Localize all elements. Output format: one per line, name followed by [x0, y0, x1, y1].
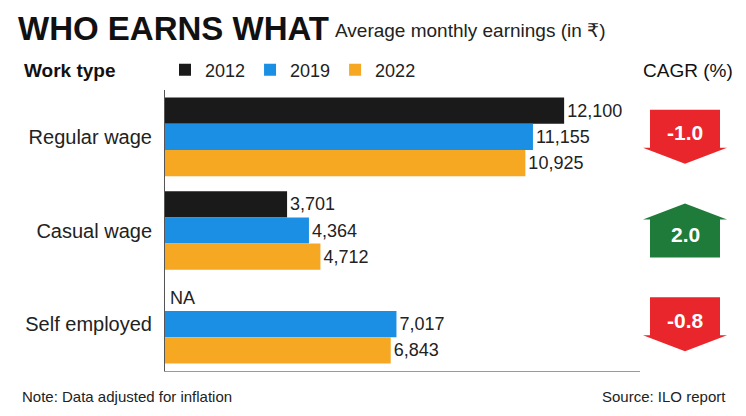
svg-text:Note: Data adjusted for inflat: Note: Data adjusted for inflation: [22, 388, 232, 405]
svg-text:Casual wage: Casual wage: [36, 220, 152, 242]
svg-text:2019: 2019: [290, 61, 330, 81]
svg-text:-0.8: -0.8: [667, 309, 704, 332]
svg-text:Regular wage: Regular wage: [29, 126, 152, 148]
svg-text:4,364: 4,364: [312, 221, 357, 241]
svg-text:11,155: 11,155: [536, 127, 590, 147]
svg-text:NA: NA: [170, 288, 195, 308]
svg-text:CAGR (%): CAGR (%): [643, 60, 733, 81]
svg-text:2012: 2012: [205, 61, 245, 81]
svg-text:12,100: 12,100: [567, 101, 622, 121]
svg-text:3,701: 3,701: [290, 194, 335, 214]
svg-text:7,017: 7,017: [399, 314, 444, 334]
svg-text:Self employed: Self employed: [25, 313, 152, 335]
svg-text:WHO EARNS WHAT: WHO EARNS WHAT: [18, 10, 329, 47]
svg-text:2.0: 2.0: [671, 223, 700, 246]
svg-text:Average monthly earnings (in ₹: Average monthly earnings (in ₹): [335, 20, 605, 41]
svg-text:Work type: Work type: [24, 60, 116, 81]
svg-text:4,712: 4,712: [323, 247, 368, 267]
svg-text:-1.0: -1.0: [667, 121, 703, 144]
svg-text:10,925: 10,925: [528, 153, 583, 173]
svg-text:2022: 2022: [375, 61, 415, 81]
svg-text:6,843: 6,843: [394, 340, 439, 360]
svg-text:Source: ILO report: Source: ILO report: [602, 388, 726, 405]
